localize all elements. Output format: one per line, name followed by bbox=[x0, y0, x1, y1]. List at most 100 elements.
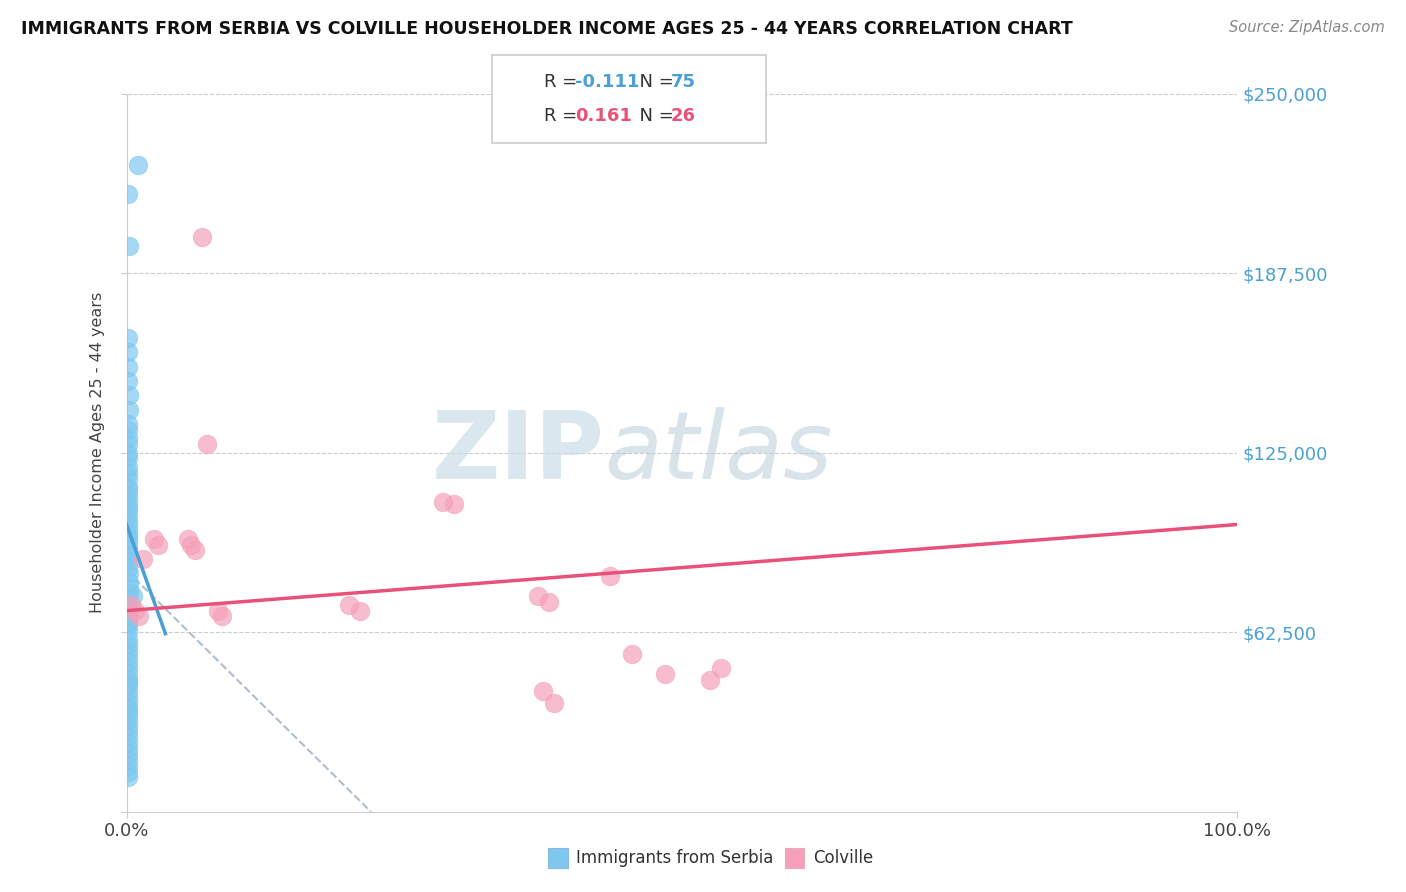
Point bbox=[117, 736, 139, 750]
Point bbox=[117, 609, 139, 624]
Point bbox=[128, 609, 150, 624]
Point bbox=[117, 239, 139, 253]
Point bbox=[710, 661, 733, 675]
Point bbox=[117, 718, 139, 732]
Point bbox=[117, 483, 139, 497]
Point bbox=[117, 690, 139, 704]
Point bbox=[117, 560, 139, 574]
Point bbox=[117, 526, 139, 541]
Point bbox=[117, 592, 139, 607]
Point bbox=[337, 598, 360, 612]
Point bbox=[117, 187, 139, 202]
Text: Source: ZipAtlas.com: Source: ZipAtlas.com bbox=[1229, 20, 1385, 35]
Point bbox=[117, 515, 139, 529]
Text: N =: N = bbox=[628, 73, 681, 91]
Point bbox=[117, 615, 139, 629]
Point bbox=[117, 331, 139, 345]
Point bbox=[654, 666, 676, 681]
Point bbox=[117, 508, 139, 523]
Point bbox=[117, 758, 139, 772]
Point bbox=[432, 494, 454, 508]
Point bbox=[184, 543, 207, 558]
Point bbox=[117, 520, 139, 534]
Point bbox=[117, 586, 139, 600]
Point bbox=[117, 503, 139, 517]
Point bbox=[180, 538, 202, 552]
Text: atlas: atlas bbox=[605, 407, 832, 499]
Point bbox=[117, 555, 139, 569]
Point bbox=[118, 566, 141, 581]
Point bbox=[117, 532, 139, 546]
Point bbox=[117, 649, 139, 664]
Text: -0.111: -0.111 bbox=[575, 73, 640, 91]
Point bbox=[117, 624, 139, 638]
Point bbox=[117, 764, 139, 779]
Point bbox=[117, 696, 139, 710]
Point bbox=[132, 552, 155, 566]
Point bbox=[117, 549, 139, 563]
Point bbox=[117, 707, 139, 722]
Point bbox=[117, 741, 139, 756]
Point bbox=[117, 423, 139, 437]
Point bbox=[120, 598, 142, 612]
Y-axis label: Householder Income Ages 25 - 44 years: Householder Income Ages 25 - 44 years bbox=[90, 292, 105, 614]
Point bbox=[117, 661, 139, 675]
Point bbox=[117, 701, 139, 715]
Point bbox=[117, 538, 139, 552]
Point bbox=[117, 656, 139, 670]
Point bbox=[118, 574, 141, 589]
Text: R =: R = bbox=[544, 73, 583, 91]
Point bbox=[117, 494, 139, 508]
Point bbox=[117, 466, 139, 480]
Point bbox=[543, 696, 565, 710]
Text: R =: R = bbox=[544, 107, 583, 125]
Point bbox=[117, 598, 139, 612]
Point bbox=[117, 345, 139, 359]
Point bbox=[118, 581, 141, 595]
Point bbox=[526, 590, 548, 604]
Text: Immigrants from Serbia: Immigrants from Serbia bbox=[576, 849, 773, 867]
Point bbox=[117, 684, 139, 698]
Text: ZIP: ZIP bbox=[432, 407, 605, 499]
Text: Colville: Colville bbox=[813, 849, 873, 867]
Point bbox=[443, 497, 465, 511]
Point bbox=[117, 644, 139, 658]
Point bbox=[117, 638, 139, 652]
Point bbox=[176, 532, 198, 546]
Point bbox=[531, 684, 554, 698]
Point bbox=[117, 359, 139, 374]
Point bbox=[117, 673, 139, 687]
Text: N =: N = bbox=[628, 107, 681, 125]
Point bbox=[117, 500, 139, 515]
Point bbox=[143, 532, 166, 546]
Point bbox=[117, 460, 139, 475]
Point bbox=[211, 609, 233, 624]
Point bbox=[349, 604, 371, 618]
Point bbox=[117, 543, 139, 558]
Point bbox=[117, 753, 139, 767]
Point bbox=[117, 632, 139, 647]
Point bbox=[117, 666, 139, 681]
Point bbox=[117, 618, 139, 632]
Point bbox=[620, 647, 643, 661]
Text: 0.161: 0.161 bbox=[575, 107, 631, 125]
Point bbox=[117, 388, 139, 402]
Point bbox=[117, 471, 139, 485]
Point bbox=[699, 673, 721, 687]
Point bbox=[207, 604, 229, 618]
Point bbox=[124, 604, 146, 618]
Point bbox=[117, 675, 139, 690]
Point bbox=[146, 538, 169, 552]
Point bbox=[117, 770, 139, 784]
Text: 26: 26 bbox=[671, 107, 696, 125]
Point bbox=[117, 713, 139, 727]
Point bbox=[537, 595, 560, 609]
Point bbox=[117, 678, 139, 692]
Point bbox=[121, 590, 143, 604]
Point bbox=[117, 480, 139, 494]
Point bbox=[117, 730, 139, 744]
Point bbox=[117, 747, 139, 762]
Point bbox=[599, 569, 621, 583]
Point bbox=[117, 417, 139, 431]
Point bbox=[117, 704, 139, 718]
